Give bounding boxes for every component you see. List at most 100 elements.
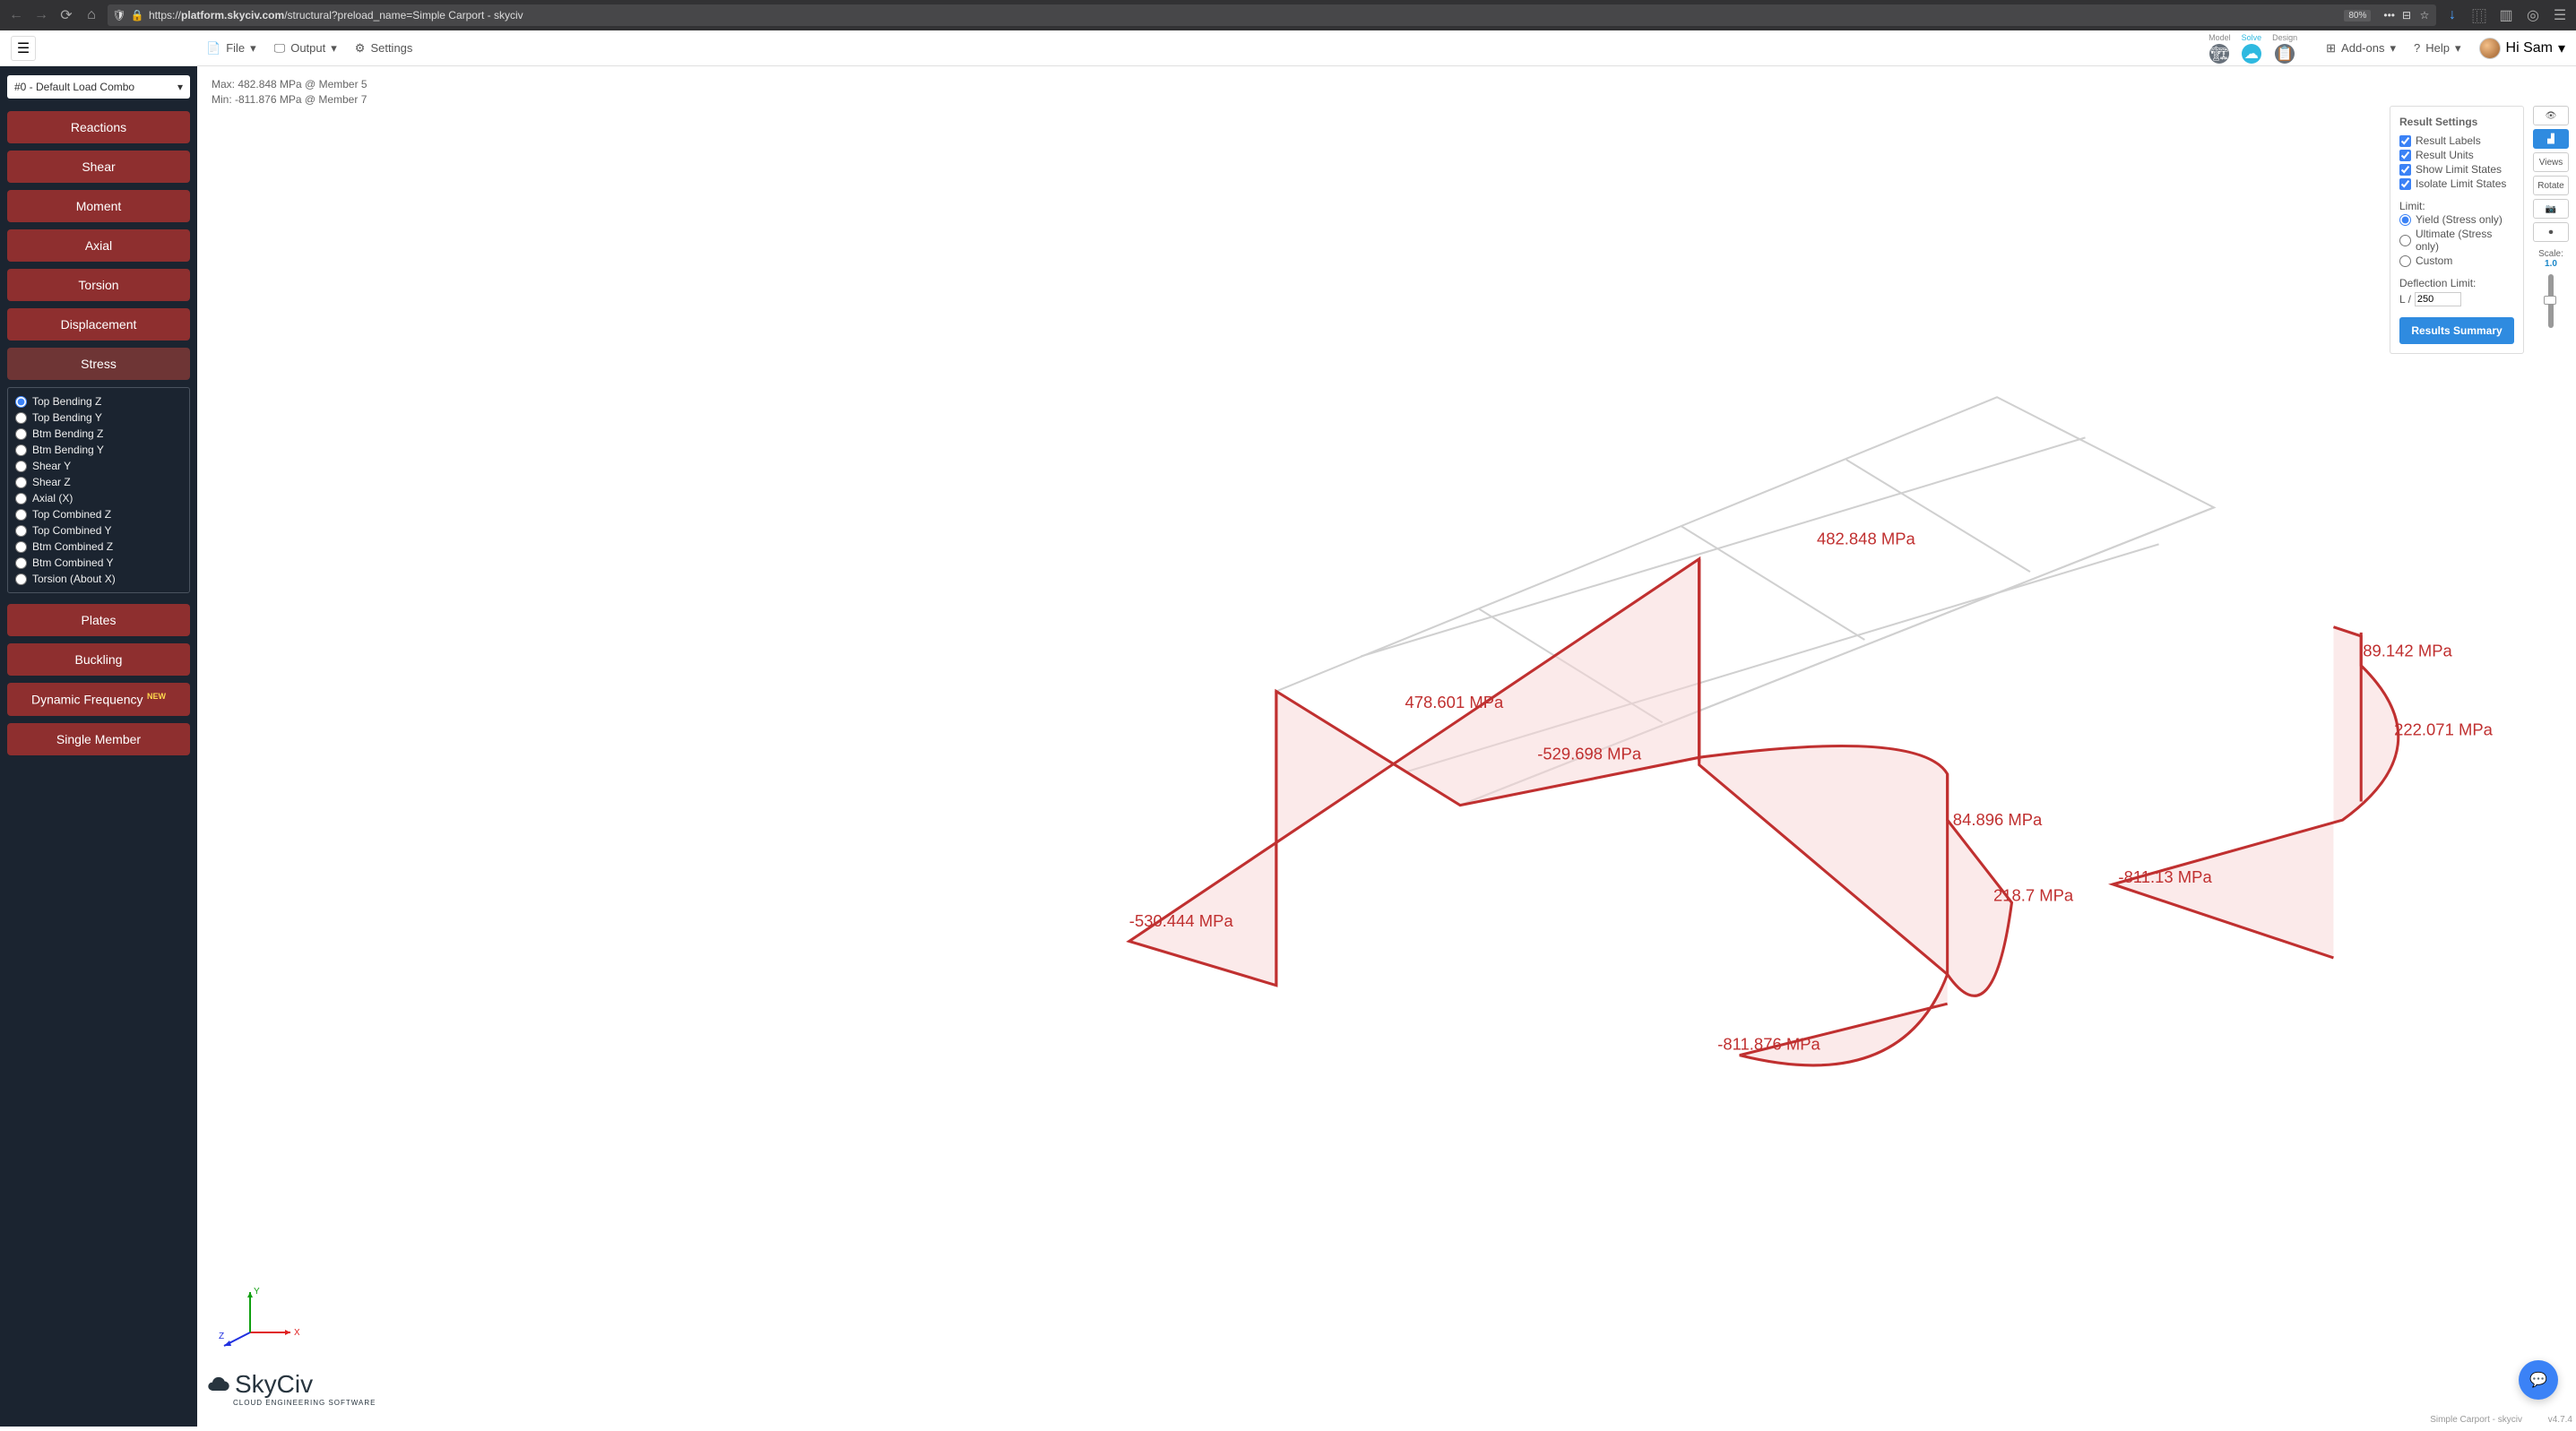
result-reactions-button[interactable]: Reactions <box>7 111 190 143</box>
axis-triad: X Y Z <box>219 1283 299 1355</box>
account-icon[interactable]: ◎ <box>2524 6 2542 24</box>
chat-icon: 💬 <box>2529 1371 2547 1389</box>
stress-opt-7[interactable]: Top Combined Z <box>15 506 182 522</box>
views-button[interactable]: Views <box>2533 152 2569 172</box>
addons-menu[interactable]: ⊞ Add-ons ▾ <box>2317 38 2405 59</box>
stress-opt-1[interactable]: Top Bending Y <box>15 409 182 426</box>
stress-opt-3[interactable]: Btm Bending Y <box>15 442 182 458</box>
result-torsion-button[interactable]: Torsion <box>7 269 190 301</box>
svg-text:-529.698 MPa: -529.698 MPa <box>1537 744 1642 763</box>
result-plates-button[interactable]: Plates <box>7 604 190 636</box>
avatar <box>2479 38 2501 59</box>
result-dynamic-frequency-button[interactable]: Dynamic Frequency <box>7 683 190 716</box>
deflection-input[interactable] <box>2415 292 2461 306</box>
load-combo-select[interactable]: #0 - Default Load Combo▾ <box>7 75 190 99</box>
chevron-down-icon: ▾ <box>2558 39 2565 57</box>
result-axial-button[interactable]: Axial <box>7 229 190 262</box>
limit-2[interactable]: Custom <box>2399 254 2514 268</box>
record-icon: ⏺ <box>2549 228 2554 237</box>
svg-text:218.7 MPa: 218.7 MPa <box>1993 885 2074 904</box>
browser-chrome: ← → ⟳ ⌂ 🛡 🔒 https://platform.skyciv.com/… <box>0 0 2576 30</box>
url-bar[interactable]: 🛡 🔒 https://platform.skyciv.com/structur… <box>108 4 2436 26</box>
limit-1[interactable]: Ultimate (Stress only) <box>2399 227 2514 254</box>
reader-icon[interactable]: ⊟ <box>2400 9 2413 22</box>
more-icon[interactable]: ••• <box>2383 9 2395 22</box>
limit-0[interactable]: Yield (Stress only) <box>2399 212 2514 227</box>
scale-label: Scale:1.0 <box>2538 249 2563 269</box>
mode-model[interactable]: Model🏗 <box>2209 33 2231 64</box>
home-icon[interactable]: ⌂ <box>82 6 100 24</box>
result-buckling-button[interactable]: Buckling <box>7 643 190 676</box>
scale-slider[interactable] <box>2548 274 2554 328</box>
result-single-member-button[interactable]: Single Member <box>7 723 190 755</box>
panel-title: Result Settings <box>2399 116 2514 128</box>
reload-icon[interactable]: ⟳ <box>57 6 75 24</box>
check-0[interactable]: Result Labels <box>2399 134 2514 148</box>
star-icon[interactable]: ☆ <box>2418 9 2431 22</box>
library-icon[interactable]: ⿲ <box>2470 6 2488 24</box>
record-button[interactable]: ⏺ <box>2533 222 2569 242</box>
user-menu[interactable]: Hi Sam ▾ <box>2479 38 2565 59</box>
result-stress-button[interactable]: Stress <box>7 348 190 380</box>
chevron-down-icon: ▾ <box>177 81 183 93</box>
result-displacement-button[interactable]: Displacement <box>7 308 190 341</box>
settings-menu[interactable]: ⚙ Settings <box>346 38 422 59</box>
chart-button[interactable]: ▟ <box>2533 129 2569 149</box>
forward-icon[interactable]: → <box>32 6 50 24</box>
results-sidebar: #0 - Default Load Combo▾ Reactions Shear M… <box>0 66 197 1427</box>
chart-icon: ▟ <box>2547 134 2554 144</box>
visibility-button[interactable]: 👁 <box>2533 106 2569 125</box>
stress-opt-9[interactable]: Btm Combined Z <box>15 539 182 555</box>
output-menu[interactable]: 🖵 Output ▾ <box>265 38 346 59</box>
zoom-badge[interactable]: 80% <box>2344 10 2371 22</box>
camera-button[interactable]: 📷 <box>2533 199 2569 219</box>
app-toolbar: ☰ 📄 File ▾ 🖵 Output ▾ ⚙ Settings Model🏗 … <box>0 30 2576 66</box>
svg-text:Y: Y <box>254 1287 260 1297</box>
svg-text:X: X <box>294 1328 299 1338</box>
svg-text:84.896 MPa: 84.896 MPa <box>1953 810 2043 829</box>
svg-text:89.142 MPa: 89.142 MPa <box>2363 641 2452 659</box>
stress-options-panel: Top Bending ZTop Bending YBtm Bending ZB… <box>7 387 190 593</box>
result-moment-button[interactable]: Moment <box>7 190 190 222</box>
stress-opt-4[interactable]: Shear Y <box>15 458 182 474</box>
gear-icon: ⚙ <box>355 41 366 56</box>
check-2[interactable]: Show Limit States <box>2399 162 2514 177</box>
chevron-down-icon: ▾ <box>331 41 337 56</box>
svg-text:Z: Z <box>219 1332 224 1341</box>
stress-stats: Max: 482.848 MPa @ Member 5 Min: -811.87… <box>212 77 367 108</box>
download-icon[interactable]: ↓ <box>2443 6 2461 24</box>
file-icon: 📄 <box>206 41 220 56</box>
check-1[interactable]: Result Units <box>2399 148 2514 162</box>
chat-button[interactable]: 💬 <box>2519 1360 2558 1400</box>
file-menu[interactable]: 📄 File ▾ <box>197 38 265 59</box>
help-menu[interactable]: ? Help ▾ <box>2405 38 2470 59</box>
model-canvas[interactable]: Max: 482.848 MPa @ Member 5 Min: -811.87… <box>197 66 2576 1427</box>
check-3[interactable]: Isolate Limit States <box>2399 177 2514 191</box>
chevron-down-icon: ▾ <box>2390 41 2396 56</box>
svg-text:222.071 MPa: 222.071 MPa <box>2394 720 2494 739</box>
stress-opt-0[interactable]: Top Bending Z <box>15 393 182 409</box>
back-icon[interactable]: ← <box>7 6 25 24</box>
mode-solve[interactable]: Solve☁ <box>2242 33 2262 64</box>
limit-label: Limit: <box>2399 200 2514 212</box>
sidebar-icon[interactable]: ▥ <box>2497 6 2515 24</box>
result-shear-button[interactable]: Shear <box>7 151 190 183</box>
rotate-button[interactable]: Rotate <box>2533 176 2569 195</box>
url-text: https://platform.skyciv.com/structural?p… <box>149 9 523 22</box>
stress-opt-11[interactable]: Torsion (About X) <box>15 571 182 587</box>
stress-opt-2[interactable]: Btm Bending Z <box>15 426 182 442</box>
deflection-label: Deflection Limit: <box>2399 277 2514 289</box>
results-summary-button[interactable]: Results Summary <box>2399 317 2514 344</box>
stress-opt-10[interactable]: Btm Combined Y <box>15 555 182 571</box>
svg-text:478.601 MPa: 478.601 MPa <box>1405 693 1505 711</box>
eye-icon: 👁 <box>2546 111 2557 121</box>
stress-opt-8[interactable]: Top Combined Y <box>15 522 182 539</box>
stress-opt-6[interactable]: Axial (X) <box>15 490 182 506</box>
hamburger-button[interactable]: ☰ <box>11 36 36 61</box>
result-settings-panel: Result Settings Result LabelsResult Unit… <box>2390 106 2524 354</box>
stress-opt-5[interactable]: Shear Z <box>15 474 182 490</box>
camera-icon: 📷 <box>2546 204 2556 214</box>
mode-design[interactable]: Design📋 <box>2272 33 2297 64</box>
menu-icon[interactable]: ☰ <box>2551 6 2569 24</box>
svg-text:-811.876 MPa: -811.876 MPa <box>1717 1034 1820 1053</box>
